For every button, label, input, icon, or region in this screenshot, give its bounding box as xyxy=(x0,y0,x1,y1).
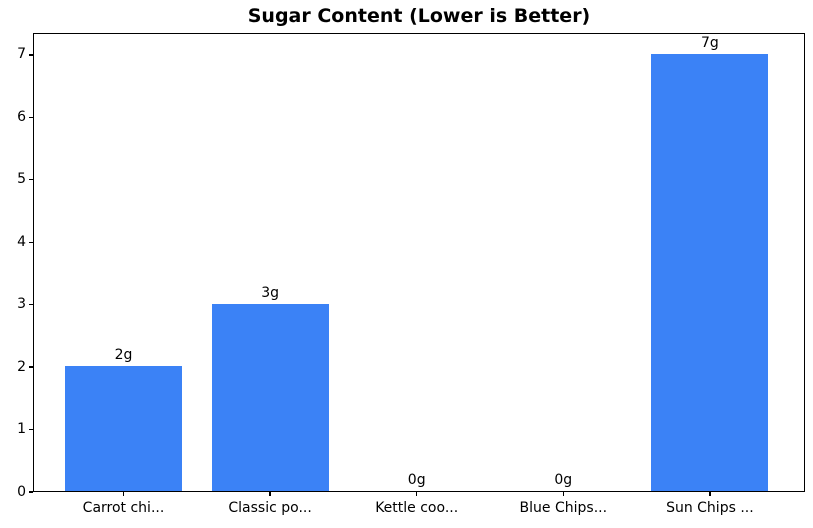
x-tick-label: Blue Chips... xyxy=(519,500,608,516)
bar-value-label: 7g xyxy=(700,34,719,51)
plot-area: 2g 3g 0g 0g 7g xyxy=(33,33,805,492)
y-tick-mark xyxy=(29,179,33,181)
x-tick-mark xyxy=(269,492,271,496)
bar-value-label: 0g xyxy=(407,472,426,488)
y-tick-mark xyxy=(29,303,33,306)
y-tick-label: 1 xyxy=(17,421,26,438)
x-tick-mark xyxy=(122,492,125,496)
x-tick-label: Kettle coo... xyxy=(375,500,459,516)
bar-4 xyxy=(651,53,769,491)
bar-value-label: 3g xyxy=(261,284,279,301)
bar-value-label: 2g xyxy=(114,347,133,364)
x-tick-mark xyxy=(416,492,418,496)
y-tick-mark xyxy=(29,116,33,118)
x-tick-label: Sun Chips ... xyxy=(666,500,754,516)
y-tick-label: 2 xyxy=(17,358,26,375)
bar-0 xyxy=(65,366,182,491)
y-tick-mark xyxy=(29,491,33,493)
y-tick-label: 4 xyxy=(17,233,26,250)
y-tick-mark xyxy=(29,428,33,431)
y-tick-label: 0 xyxy=(17,483,26,500)
y-tick-label: 7 xyxy=(17,46,26,63)
y-tick-mark xyxy=(29,54,33,56)
bar-value-label: 0g xyxy=(554,472,573,488)
x-tick-label: Classic po... xyxy=(228,500,312,516)
x-tick-mark xyxy=(709,492,711,496)
y-tick-label: 6 xyxy=(17,108,26,125)
x-tick-mark xyxy=(562,492,564,496)
bar-1 xyxy=(211,303,329,491)
y-tick-label: 3 xyxy=(17,296,26,313)
x-tick-label: Carrot chi... xyxy=(82,500,165,516)
y-tick-mark xyxy=(29,241,33,243)
y-tick-label: 5 xyxy=(17,171,26,188)
y-tick-mark xyxy=(29,366,33,368)
chart-title: Sugar Content (Lower is Better) xyxy=(247,5,591,27)
